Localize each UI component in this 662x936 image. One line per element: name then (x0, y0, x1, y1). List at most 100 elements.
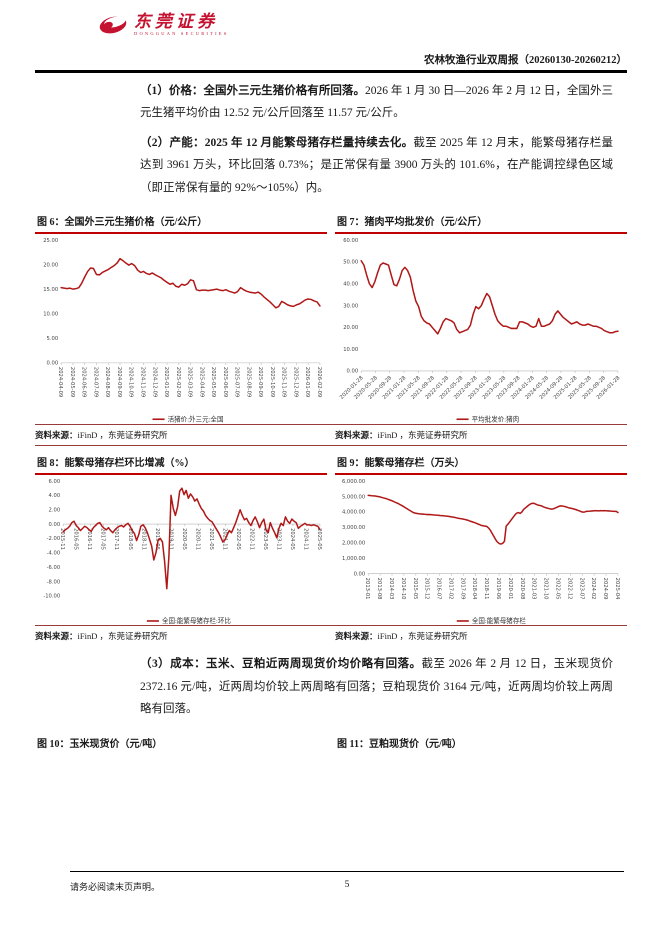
brand-logo-icon (99, 16, 127, 34)
header-rule (35, 70, 627, 73)
paragraph-cost-lead: （3）成本：玉米、豆粕近两周现货价均价略有回落。 (140, 658, 422, 671)
svg-text:6,000.00: 6,000.00 (342, 479, 365, 485)
figure-8-title: 图 8：能繁母猪存栏环比增减（%） (35, 450, 327, 476)
source-note: 资料来源：iFinD ，东莞证券研究所 (35, 630, 327, 642)
svg-text:2025-09-09: 2025-09-09 (257, 367, 263, 397)
svg-text:2025-05: 2025-05 (316, 528, 322, 550)
svg-text:0.00: 0.00 (347, 369, 359, 375)
svg-text:活猪价:外三元:全国: 活猪价:外三元:全国 (168, 414, 224, 423)
svg-text:2025-11-09: 2025-11-09 (281, 367, 287, 397)
paragraph-price: （1）价格：全国外三元生猪价格有所回落。2026 年 1 月 30 日—2026… (140, 80, 613, 125)
svg-text:2018-11: 2018-11 (140, 528, 146, 550)
svg-text:2023-11: 2023-11 (275, 528, 281, 550)
svg-text:10.00: 10.00 (43, 312, 58, 318)
svg-text:2014-10: 2014-10 (400, 578, 406, 600)
svg-text:2025-10-09: 2025-10-09 (269, 367, 275, 397)
brand: 东莞证券 DONGGUAN SECURITIES (98, 13, 228, 37)
svg-text:15.00: 15.00 (43, 287, 58, 293)
figure-9-title: 图 9：能繁母猪存栏（万头） (335, 450, 627, 476)
svg-text:2024-04-09: 2024-04-09 (57, 367, 63, 397)
paragraph-cost-text: 截至 2026 年 2 月 12 日，玉米现货价 2372.16 元/吨，近两周… (140, 658, 613, 716)
source-label: 资料来源： (335, 430, 378, 441)
svg-text:5.00: 5.00 (47, 336, 59, 342)
svg-text:0.00: 0.00 (47, 361, 59, 367)
svg-text:2025-02-09: 2025-02-09 (175, 367, 181, 397)
svg-text:6.00: 6.00 (49, 479, 61, 485)
figure-10-title: 图 10：玉米现货价（元/吨） (37, 738, 163, 750)
svg-text:2014-03: 2014-03 (388, 578, 394, 600)
figure-9: 图 9：能繁母猪存栏（万头） 6,000.00 5,000.00 4,000.00 3… (335, 450, 627, 625)
svg-text:2017-09: 2017-09 (459, 578, 465, 600)
svg-text:2025-04: 2025-04 (614, 578, 620, 600)
svg-text:2024-06-09: 2024-06-09 (81, 367, 87, 397)
svg-text:2020-11: 2020-11 (194, 528, 200, 550)
source-text: iFinD ，东莞证券研究所 (77, 430, 168, 441)
page-number: 5 (344, 880, 350, 890)
figure-8: 图 8：能繁母猪存栏环比增减（%） 6.00 4.00 2.00 0.00 -2.00 -… (35, 450, 327, 625)
svg-text:-6.00: -6.00 (47, 565, 61, 571)
svg-text:2019-11: 2019-11 (167, 528, 173, 550)
figure-row-2: 图 8：能繁母猪存栏环比增减（%） 6.00 4.00 2.00 0.00 -2.00 -… (35, 450, 627, 625)
svg-text:2021-03: 2021-03 (531, 578, 537, 600)
paragraph-capacity-text: 截至 2025 年 12 月末，能繁母猪存栏量达到 3961 万头，环比回落 0… (140, 136, 614, 194)
brand-text: 东莞证券 DONGGUAN SECURITIES (134, 13, 228, 37)
svg-text:2022-12: 2022-12 (566, 578, 572, 600)
source-label: 资料来源： (35, 631, 78, 642)
svg-text:2.00: 2.00 (49, 508, 61, 514)
svg-text:2018-04: 2018-04 (471, 578, 477, 600)
chart-sow-inventory: 6,000.00 5,000.00 4,000.00 3,000.00 2,000.00… (342, 479, 620, 625)
svg-text:1,000.00: 1,000.00 (342, 556, 365, 562)
figure-row-3: 图 10：玉米现货价（元/吨） 图 11：豆粕现货价（元/吨） (35, 731, 627, 754)
svg-text:2015-12: 2015-12 (424, 578, 430, 600)
chart-sow-inventory-mom: 6.00 4.00 2.00 0.00 -2.00 -4.00 -6.00 -8.00 -10.… (43, 479, 322, 625)
figure-7: 图 7：猪肉平均批发价（元/公斤） 60.00 50.00 40.00 30.00 20… (335, 209, 627, 424)
svg-text:2021-11: 2021-11 (221, 528, 227, 550)
source-text: iFinD ，东莞证券研究所 (77, 631, 168, 642)
figure-10: 图 10：玉米现货价（元/吨） (35, 731, 327, 754)
svg-text:40.00: 40.00 (343, 281, 358, 287)
paragraph-price-text: 2026 年 1 月 30 日—2026 年 2 月 12 日，全国外三元生猪平… (140, 84, 613, 120)
svg-text:-4.00: -4.00 (47, 551, 61, 557)
svg-text:5,000.00: 5,000.00 (342, 495, 365, 501)
svg-text:2023-05: 2023-05 (262, 528, 268, 550)
source-text: iFinD ，东莞证券研究所 (377, 430, 468, 441)
svg-text:2025-04-09: 2025-04-09 (198, 367, 204, 397)
paragraph-cost: （3）成本：玉米、豆粕近两周现货价均价略有回落。截至 2026 年 2 月 12… (140, 653, 613, 721)
svg-text:0.00: 0.00 (354, 572, 366, 578)
svg-text:2024-11-09: 2024-11-09 (140, 367, 146, 397)
source-note: 资料来源：iFinD ，东莞证券研究所 (35, 429, 327, 441)
footer: 请务必阅读末页声明。 5 (70, 871, 624, 893)
svg-text:2018-11: 2018-11 (483, 578, 489, 600)
svg-text:-2.00: -2.00 (47, 537, 61, 543)
paragraph-price-lead: （1）价格：全国外三元生猪价格有所回落。 (140, 84, 365, 97)
svg-text:2024-11: 2024-11 (302, 528, 308, 550)
svg-text:3,000.00: 3,000.00 (342, 525, 365, 531)
svg-text:2023-07: 2023-07 (578, 578, 584, 600)
svg-text:2015-11: 2015-11 (59, 528, 65, 550)
svg-text:-10.00: -10.00 (43, 594, 60, 600)
chart-pork-wholesale-price: 60.0050.0040.0030.0020.0010.000.002020-0… (339, 238, 621, 424)
figure-6-title: 图 6：全国外三元生猪价格（元/公斤） (35, 209, 327, 234)
svg-text:2017-02: 2017-02 (447, 578, 453, 600)
svg-text:2024-09: 2024-09 (602, 578, 608, 600)
svg-text:2017-11: 2017-11 (113, 528, 119, 550)
svg-text:60.00: 60.00 (343, 238, 358, 244)
svg-text:30.00: 30.00 (343, 303, 358, 309)
svg-text:2025-12-09: 2025-12-09 (292, 367, 298, 397)
footer-line: 请务必阅读末页声明。 5 (70, 880, 624, 893)
brand-name-en: DONGGUAN SECURITIES (134, 31, 229, 36)
svg-text:2024-07-09: 2024-07-09 (92, 367, 98, 397)
svg-text:2016-05: 2016-05 (73, 528, 79, 550)
report-title: 农林牧渔行业双周报（20260130-20260212） (424, 55, 627, 66)
svg-text:2020-08: 2020-08 (519, 578, 525, 600)
svg-text:4,000.00: 4,000.00 (342, 510, 365, 516)
source-row-2: 资料来源：iFinD ，东莞证券研究所 资料来源：iFinD ，东莞证券研究所 (35, 625, 627, 646)
svg-text:4.00: 4.00 (49, 493, 61, 499)
svg-text:2026-01-09: 2026-01-09 (304, 367, 310, 397)
svg-text:全国:能繁母猪存栏:环比: 全国:能繁母猪存栏:环比 (162, 616, 231, 625)
svg-text:25.00: 25.00 (43, 238, 58, 244)
svg-text:2025-05-09: 2025-05-09 (210, 367, 216, 397)
svg-text:2025-06-09: 2025-06-09 (222, 367, 228, 397)
svg-text:2013-01: 2013-01 (364, 578, 370, 600)
svg-text:2024-05-09: 2024-05-09 (69, 367, 75, 397)
